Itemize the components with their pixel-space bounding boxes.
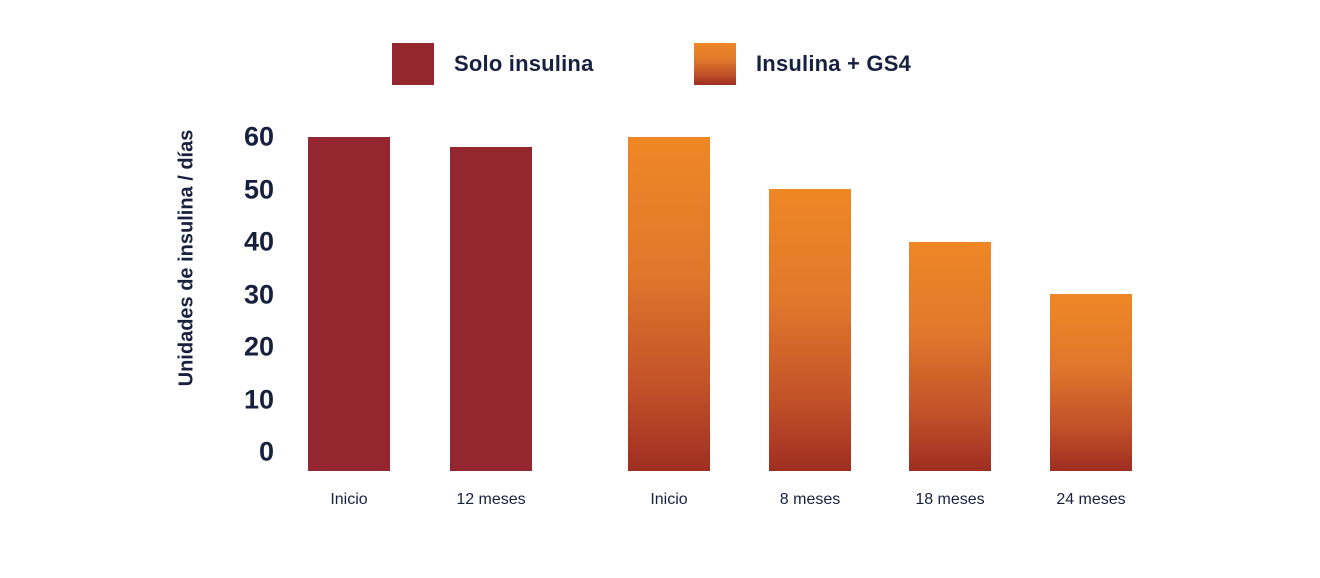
y-axis-ticks: 0 10 20 30 40 50 60 (0, 0, 274, 578)
x-tick-label: Inicio (650, 491, 688, 508)
bar-group-8-meses: 8 meses (769, 0, 851, 578)
x-tick-label: 18 meses (915, 491, 985, 508)
y-tick-60: 60 (243, 121, 274, 152)
legend-swatch-insulina-gs4 (694, 43, 736, 85)
x-tick-label: 8 meses (779, 491, 841, 508)
x-tick-label: 24 meses (1056, 491, 1126, 508)
y-tick-10: 10 (243, 384, 274, 414)
bar-group-inicio: Inicio (308, 0, 390, 578)
bar-insulina-+-gs4-24-meses (1050, 294, 1132, 471)
bar-group-18-meses: 18 meses (909, 0, 991, 578)
y-tick-20: 20 (243, 331, 274, 362)
bar-group-24-meses: 24 meses (1050, 0, 1132, 578)
bar-group-12-meses: 12 meses (450, 0, 532, 578)
legend-swatch-solo-insulina (392, 43, 434, 85)
bar-insulina-+-gs4-18-meses (909, 242, 991, 471)
x-tick-label: Inicio (330, 491, 368, 508)
y-tick-30: 30 (243, 279, 274, 309)
bar-insulina-+-gs4-8-meses (769, 189, 851, 471)
bar-solo-insulina-12-meses (450, 147, 532, 471)
bar-group-inicio: Inicio (628, 0, 710, 578)
bar-insulina-+-gs4-inicio (628, 137, 710, 471)
legend-label-solo-insulina: Solo insulina (454, 51, 594, 76)
legend-item-insulina-gs4: Insulina + GS4 (694, 43, 911, 85)
x-tick-label: 12 meses (456, 491, 526, 508)
bar-solo-insulina-inicio (308, 137, 390, 471)
legend-item-solo-insulina: Solo insulina (392, 43, 594, 85)
y-tick-50: 50 (243, 174, 274, 204)
y-tick-0: 0 (258, 436, 274, 467)
y-tick-40: 40 (243, 226, 274, 257)
legend-label-insulina-gs4: Insulina + GS4 (756, 51, 912, 76)
